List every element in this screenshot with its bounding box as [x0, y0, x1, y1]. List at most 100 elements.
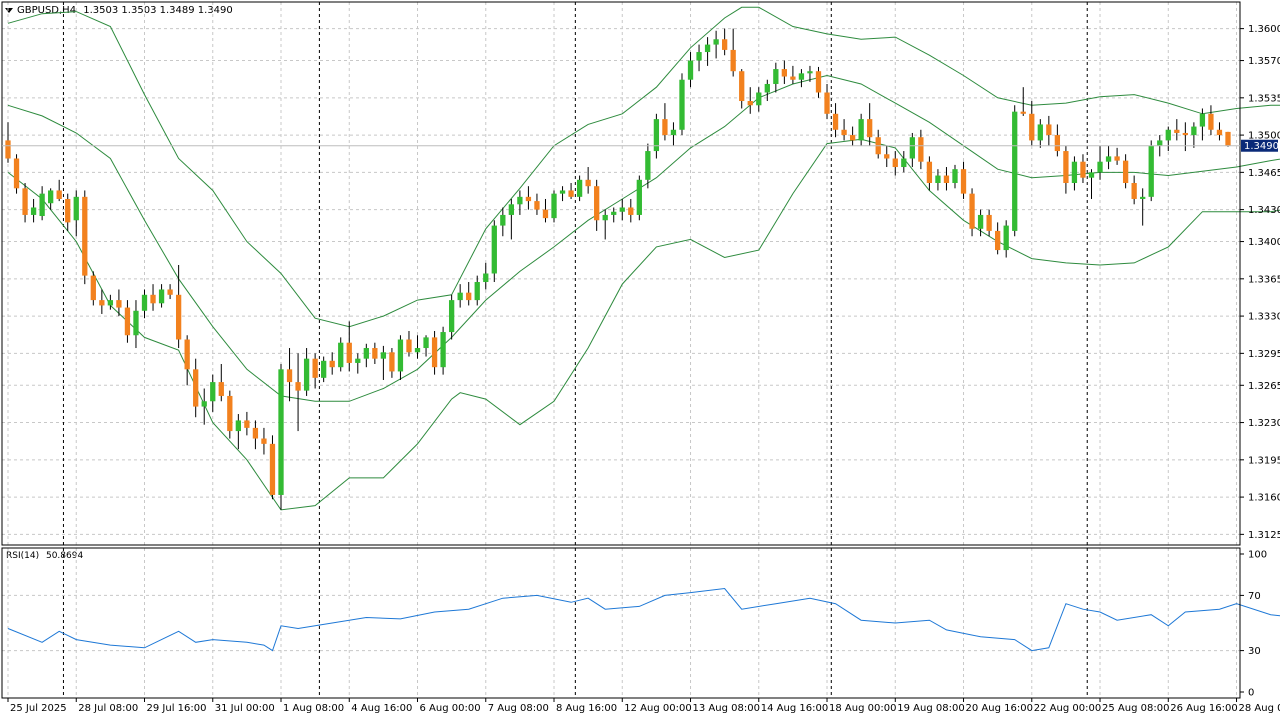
- candle: [13, 154, 20, 194]
- time-tick-label: 14 Aug 16:00: [761, 703, 828, 714]
- candle-body: [670, 129, 677, 136]
- candle-body: [1054, 135, 1061, 152]
- candle-body: [124, 307, 131, 336]
- candle-body: [730, 49, 736, 72]
- candle: [841, 119, 847, 141]
- candle: [764, 79, 770, 102]
- candle: [329, 352, 335, 375]
- candle: [645, 143, 651, 189]
- candle: [559, 186, 566, 202]
- candle-body: [133, 310, 139, 336]
- candle-body: [977, 214, 984, 229]
- candle-body: [397, 339, 404, 372]
- candle-body: [611, 211, 617, 215]
- candle-body: [1037, 124, 1043, 141]
- rsi-label: RSI(14) 50.8694: [6, 551, 87, 561]
- chart-menu-arrow-icon[interactable]: [5, 8, 13, 13]
- candle-body: [918, 137, 924, 162]
- candle-body: [389, 352, 395, 372]
- candle: [773, 62, 779, 93]
- rsi-axis: 100 70 30 0: [1240, 550, 1267, 699]
- candle-body: [636, 179, 642, 215]
- candle-body: [807, 71, 813, 74]
- candle: [704, 37, 711, 66]
- price-tick-label: 1.3570: [1248, 56, 1280, 67]
- candle: [210, 374, 216, 412]
- candle: [1063, 145, 1069, 194]
- candle: [218, 364, 224, 402]
- candle-body: [65, 198, 71, 223]
- time-tick-label: 7 Aug 08:00: [488, 703, 549, 714]
- candle-body: [175, 294, 182, 340]
- candle: [628, 198, 634, 223]
- candle-body: [261, 438, 267, 444]
- candle: [508, 198, 515, 240]
- candle-body: [1225, 131, 1231, 146]
- candle-body: [13, 158, 20, 189]
- candle-body: [704, 44, 711, 53]
- time-tick-label: 29 Jul 16:00: [147, 703, 207, 714]
- price-tick-label: 1.3465: [1248, 168, 1280, 179]
- candle-body: [1131, 183, 1137, 199]
- time-tick-label: 28 Aug 00:00: [1239, 703, 1280, 714]
- price-axis: 1.3600 1.3570 1.3535 1.3500 1.3465 1.3430 1.34…: [1240, 24, 1280, 541]
- candle-body: [798, 73, 805, 80]
- candle-body: [995, 230, 1001, 251]
- candle-body: [269, 443, 276, 495]
- candle-body: [508, 204, 515, 215]
- candle-body: [952, 169, 958, 183]
- rsi-tick-label: 70: [1248, 591, 1261, 602]
- candle-body: [39, 193, 45, 217]
- candle-body: [5, 140, 11, 159]
- candle: [781, 60, 788, 84]
- candle-body: [474, 282, 480, 301]
- candle-body: [286, 369, 293, 383]
- time-tick-label: 12 Aug 00:00: [624, 703, 691, 714]
- time-tick-label: 31 Jul 00:00: [215, 703, 275, 714]
- candle-body: [824, 92, 830, 114]
- candle: [756, 87, 762, 112]
- candle: [150, 284, 156, 311]
- candle: [1122, 154, 1129, 189]
- candle-body: [790, 76, 796, 80]
- price-tick-label: 1.3600: [1248, 24, 1280, 35]
- candle-body: [500, 214, 506, 226]
- candle-body: [252, 427, 259, 439]
- session-separators: [62, 2, 1088, 698]
- candle-body: [303, 358, 310, 391]
- candle: [338, 337, 344, 372]
- candle: [1046, 115, 1052, 146]
- candle-body: [747, 101, 753, 106]
- candle-body: [559, 190, 566, 194]
- panel-frames: [1, 1, 1241, 699]
- candle-body: [1174, 129, 1180, 133]
- grid: [2, 2, 1240, 698]
- candle: [926, 156, 933, 191]
- candle: [1140, 188, 1146, 226]
- candle-body: [960, 169, 967, 194]
- candle: [935, 169, 941, 191]
- candle-body: [1140, 196, 1146, 199]
- candle: [525, 186, 532, 210]
- candle: [1174, 119, 1180, 141]
- candle: [175, 264, 182, 349]
- rsi-tick-label: 0: [1248, 688, 1254, 699]
- candle-body: [713, 39, 719, 45]
- candle: [517, 190, 523, 215]
- candle: [380, 345, 387, 380]
- candle: [696, 44, 702, 72]
- candle-body: [662, 119, 668, 136]
- candle: [1003, 220, 1009, 258]
- candle-body: [764, 83, 770, 93]
- candle: [747, 87, 753, 114]
- price-tick-label: 1.3500: [1248, 131, 1280, 142]
- candle-body: [448, 300, 455, 333]
- candle: [679, 73, 685, 136]
- candle-body: [312, 358, 318, 378]
- candle: [406, 330, 412, 357]
- candle-body: [1080, 161, 1086, 178]
- candle: [363, 343, 369, 368]
- candle: [30, 198, 37, 223]
- candle-body: [295, 382, 301, 391]
